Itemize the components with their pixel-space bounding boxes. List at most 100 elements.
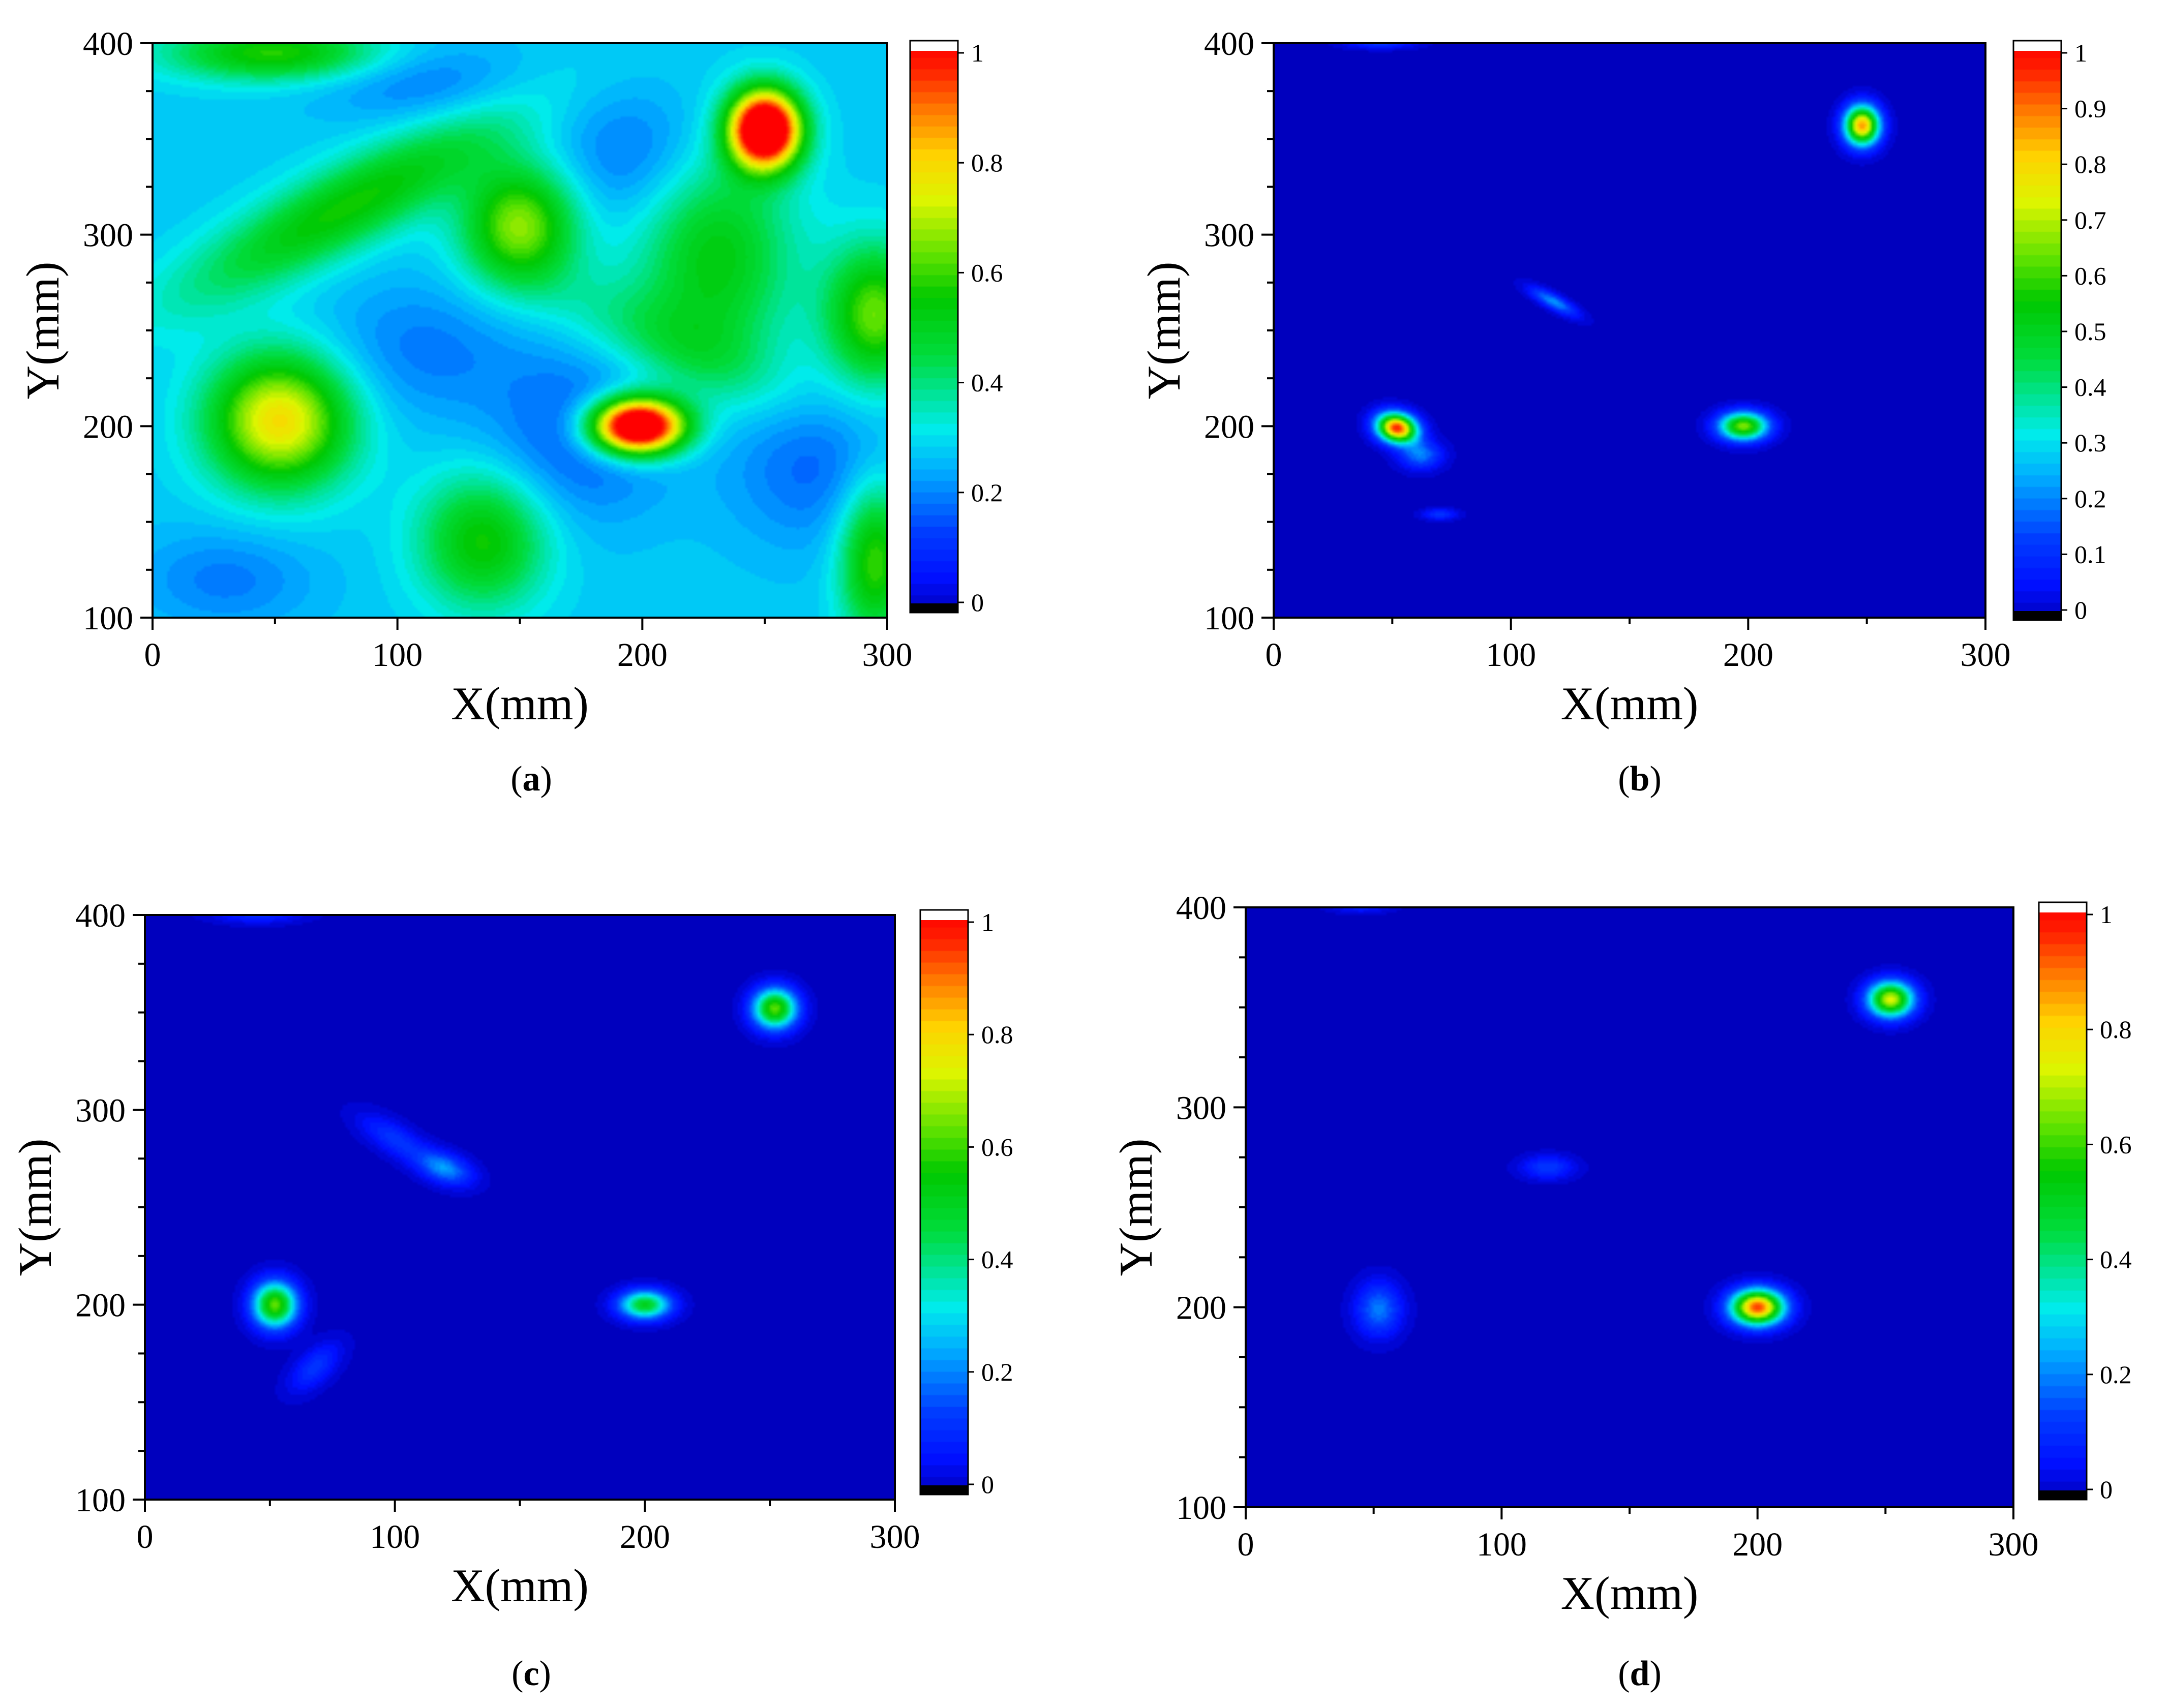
colorbar: 0 0.2 0.4 0.6 0.8 1: [919, 908, 1013, 1499]
caption-letter: d: [1630, 1654, 1650, 1693]
colorbar-tick-label: 0: [971, 588, 984, 617]
colorbar-gradient: [2013, 41, 2061, 620]
caption-close-paren: ): [540, 759, 552, 799]
colorbar-gradient: [910, 41, 958, 613]
y-tick-label: 300: [83, 217, 133, 254]
colorbar-under-cap: [920, 1485, 968, 1494]
caption-letter: c: [523, 1654, 539, 1693]
colorbar-under-cap: [2013, 611, 2061, 620]
x-tick-label: 0: [1238, 1526, 1254, 1563]
colorbar: 0 0.2 0.4 0.6 0.8 1: [909, 39, 1003, 617]
y-tick-label: 300: [75, 1092, 126, 1129]
y-tick-label: 400: [75, 897, 126, 934]
y-tick-label: 200: [1204, 408, 1254, 445]
colorbar-gradient: [920, 910, 968, 1494]
heatmap-d: [1246, 907, 2013, 1507]
caption-open-paren: (: [1618, 759, 1630, 799]
colorbar-tick-label: 0.4: [2100, 1245, 2132, 1274]
y-axis-title: Y(mm): [17, 262, 69, 400]
heatmap-c: [145, 915, 895, 1500]
x-tick-label: 0: [144, 636, 161, 674]
x-tick-label: 300: [1961, 636, 2011, 674]
y-axis-title: Y(mm): [9, 1139, 61, 1276]
y-tick-label: 400: [83, 25, 133, 63]
colorbar-tick-label: 0.2: [971, 478, 1003, 507]
colorbar-tick-label: 1: [2100, 900, 2113, 929]
colorbar-tick-label: 0.6: [2074, 261, 2106, 290]
panel-c: 0 100 200 300100200300400X(mm)Y(mm)00.20.40…: [9, 897, 1013, 1693]
x-axis-title: X(mm): [451, 678, 589, 729]
caption-open-paren: (: [510, 759, 522, 799]
colorbar-tick-label: 0.8: [2074, 150, 2106, 178]
caption-close-paren: ): [1649, 1654, 1661, 1693]
colorbar-tick-label: 0.2: [981, 1358, 1013, 1386]
colorbar-tick-label: 0.2: [2100, 1360, 2132, 1389]
colorbar-frame: [2038, 901, 2088, 1501]
colorbar-tick-label: 0.6: [2100, 1130, 2132, 1158]
heatmap-a: [153, 43, 887, 618]
panel-a: 0 100 200 300100200300400X(mm)Y(mm)00.20.40…: [17, 25, 1003, 799]
x-tick-label: 200: [620, 1518, 670, 1556]
colorbar-tick-label: 0.8: [2100, 1015, 2132, 1044]
panel-caption-d: (d): [1618, 1654, 1662, 1693]
heatmap-b: [1274, 43, 1985, 618]
colorbar-under-cap: [910, 603, 958, 613]
y-tick-label: 100: [1204, 600, 1254, 637]
y-tick-label: 200: [1176, 1290, 1226, 1327]
colorbar-tick-label: 0.1: [2074, 540, 2106, 568]
x-tick-label: 100: [372, 636, 423, 674]
colorbar-tick-label: 0.2: [2074, 484, 2106, 513]
colorbar-tick-label: 0.7: [2074, 206, 2106, 234]
x-tick-label: 100: [1477, 1526, 1527, 1563]
y-tick-label: 300: [1176, 1089, 1226, 1126]
colorbar-under-cap: [2039, 1490, 2087, 1500]
x-tick-label: 300: [870, 1518, 920, 1556]
x-axis-title: X(mm): [451, 1560, 589, 1611]
y-tick-label: 200: [75, 1287, 126, 1324]
panel-caption-c: (c): [511, 1654, 551, 1693]
x-tick-label: 100: [370, 1518, 420, 1556]
colorbar-tick-label: 0.3: [2074, 429, 2106, 457]
x-tick-label: 100: [1486, 636, 1536, 674]
x-tick-label: 200: [617, 636, 668, 674]
y-tick-label: 400: [1204, 25, 1254, 63]
colorbar-gradient: [2039, 902, 2087, 1500]
panel-d: 0 100 200 300100200300400X(mm)Y(mm)00.20.40…: [1110, 890, 2132, 1693]
y-tick-label: 100: [83, 600, 133, 637]
colorbar-tick-label: 0.6: [971, 258, 1003, 287]
y-tick-label: 400: [1176, 890, 1226, 927]
colorbar-frame: [919, 909, 969, 1496]
x-tick-label: 0: [1266, 636, 1282, 674]
caption-letter: b: [1630, 759, 1650, 799]
colorbar-over-cap: [920, 910, 968, 920]
y-tick-label: 100: [75, 1482, 126, 1519]
colorbar-over-cap: [2013, 41, 2061, 51]
colorbar-tick-label: 0: [2074, 596, 2087, 624]
x-tick-label: 0: [137, 1518, 154, 1556]
x-tick-label: 300: [1989, 1526, 2039, 1563]
colorbar-tick-label: 0.6: [981, 1133, 1013, 1161]
colorbar-tick-label: 1: [971, 39, 984, 67]
colorbar-over-cap: [2039, 902, 2087, 912]
colorbar-frame: [909, 40, 959, 614]
colorbar-tick-label: 0.4: [2074, 373, 2106, 402]
colorbar-over-cap: [910, 41, 958, 51]
colorbar: 0 0.1 0.2 0.3 0.4 0.5 0.6 0.7 0.8 0.9 1: [2012, 39, 2106, 624]
x-axis-title: X(mm): [1561, 1567, 1699, 1619]
panel-b: 0 100 200 300100200300400X(mm)Y(mm)00.10.20…: [1138, 25, 2106, 799]
colorbar-tick-label: 0.8: [981, 1020, 1013, 1049]
colorbar-tick-label: 0.4: [981, 1245, 1013, 1274]
colorbar-tick-label: 0.8: [971, 148, 1003, 177]
caption-open-paren: (: [511, 1654, 523, 1693]
colorbar-tick-label: 0.5: [2074, 317, 2106, 346]
y-axis-title: Y(mm): [1138, 262, 1190, 400]
y-tick-label: 200: [83, 408, 133, 445]
colorbar: 0 0.2 0.4 0.6 0.8 1: [2038, 900, 2132, 1504]
colorbar-tick-label: 1: [981, 908, 994, 936]
y-tick-label: 100: [1176, 1489, 1226, 1527]
y-tick-label: 300: [1204, 217, 1254, 254]
x-axis-title: X(mm): [1561, 678, 1699, 729]
colorbar-tick-label: 0: [981, 1470, 994, 1499]
x-tick-label: 200: [1732, 1526, 1783, 1563]
